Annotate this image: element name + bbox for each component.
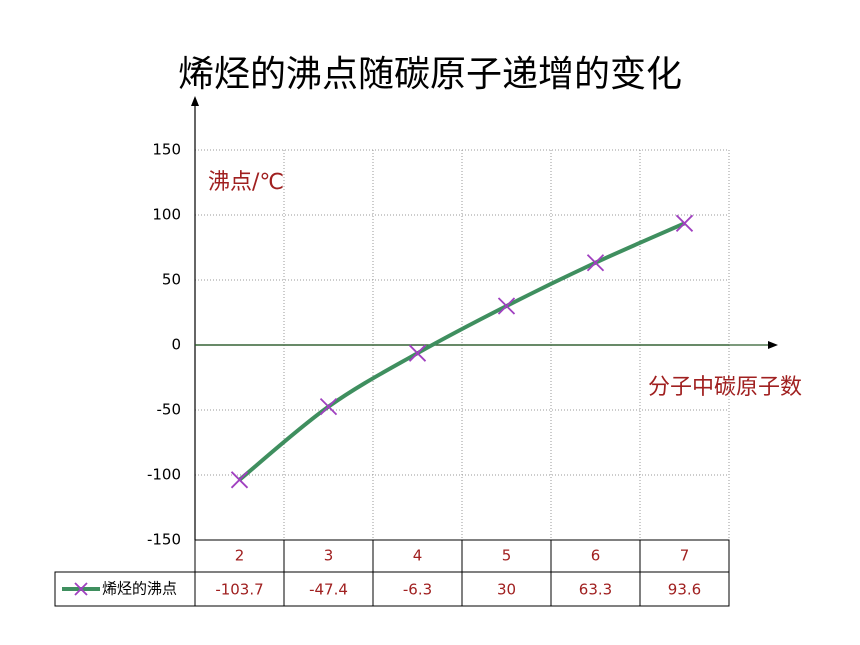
table-value: 93.6 xyxy=(668,581,701,599)
x-tick-label: 3 xyxy=(324,547,334,565)
x-axis-arrow xyxy=(768,341,778,349)
y-tick-label: -100 xyxy=(147,466,181,484)
legend-label: 烯烃的沸点 xyxy=(102,580,177,598)
y-tick-label: 150 xyxy=(152,141,181,159)
table-value: 63.3 xyxy=(579,581,612,599)
marker xyxy=(230,471,249,489)
x-tick-label: 5 xyxy=(502,547,512,565)
y-tick-label: 100 xyxy=(152,206,181,224)
marker xyxy=(319,397,338,416)
marker xyxy=(408,344,427,362)
legend-marker xyxy=(74,582,88,596)
table-value: -6.3 xyxy=(403,581,432,599)
table-value: -47.4 xyxy=(309,581,348,599)
y-tick-label: -50 xyxy=(157,401,182,419)
table-value: 30 xyxy=(497,581,516,599)
x-tick-label: 7 xyxy=(680,547,690,565)
y-tick-label: 50 xyxy=(162,271,181,289)
table-value: -103.7 xyxy=(215,581,263,599)
x-tick-label: 2 xyxy=(235,547,245,565)
x-axis-label: 分子中碳原子数 xyxy=(648,375,802,400)
table-legend-cell xyxy=(54,571,196,607)
marker xyxy=(497,297,516,315)
y-axis-label: 沸点/℃ xyxy=(208,170,284,195)
chart-title: 烯烃的沸点随碳原子递增的变化 xyxy=(178,54,682,95)
x-tick-label: 6 xyxy=(591,547,601,565)
y-tick-label: 0 xyxy=(171,336,181,354)
y-axis-arrow xyxy=(191,96,199,106)
marker xyxy=(675,214,694,232)
y-tick-label: -150 xyxy=(147,531,181,549)
marker xyxy=(586,254,605,272)
series-line xyxy=(238,221,686,482)
x-tick-label: 4 xyxy=(413,547,423,565)
